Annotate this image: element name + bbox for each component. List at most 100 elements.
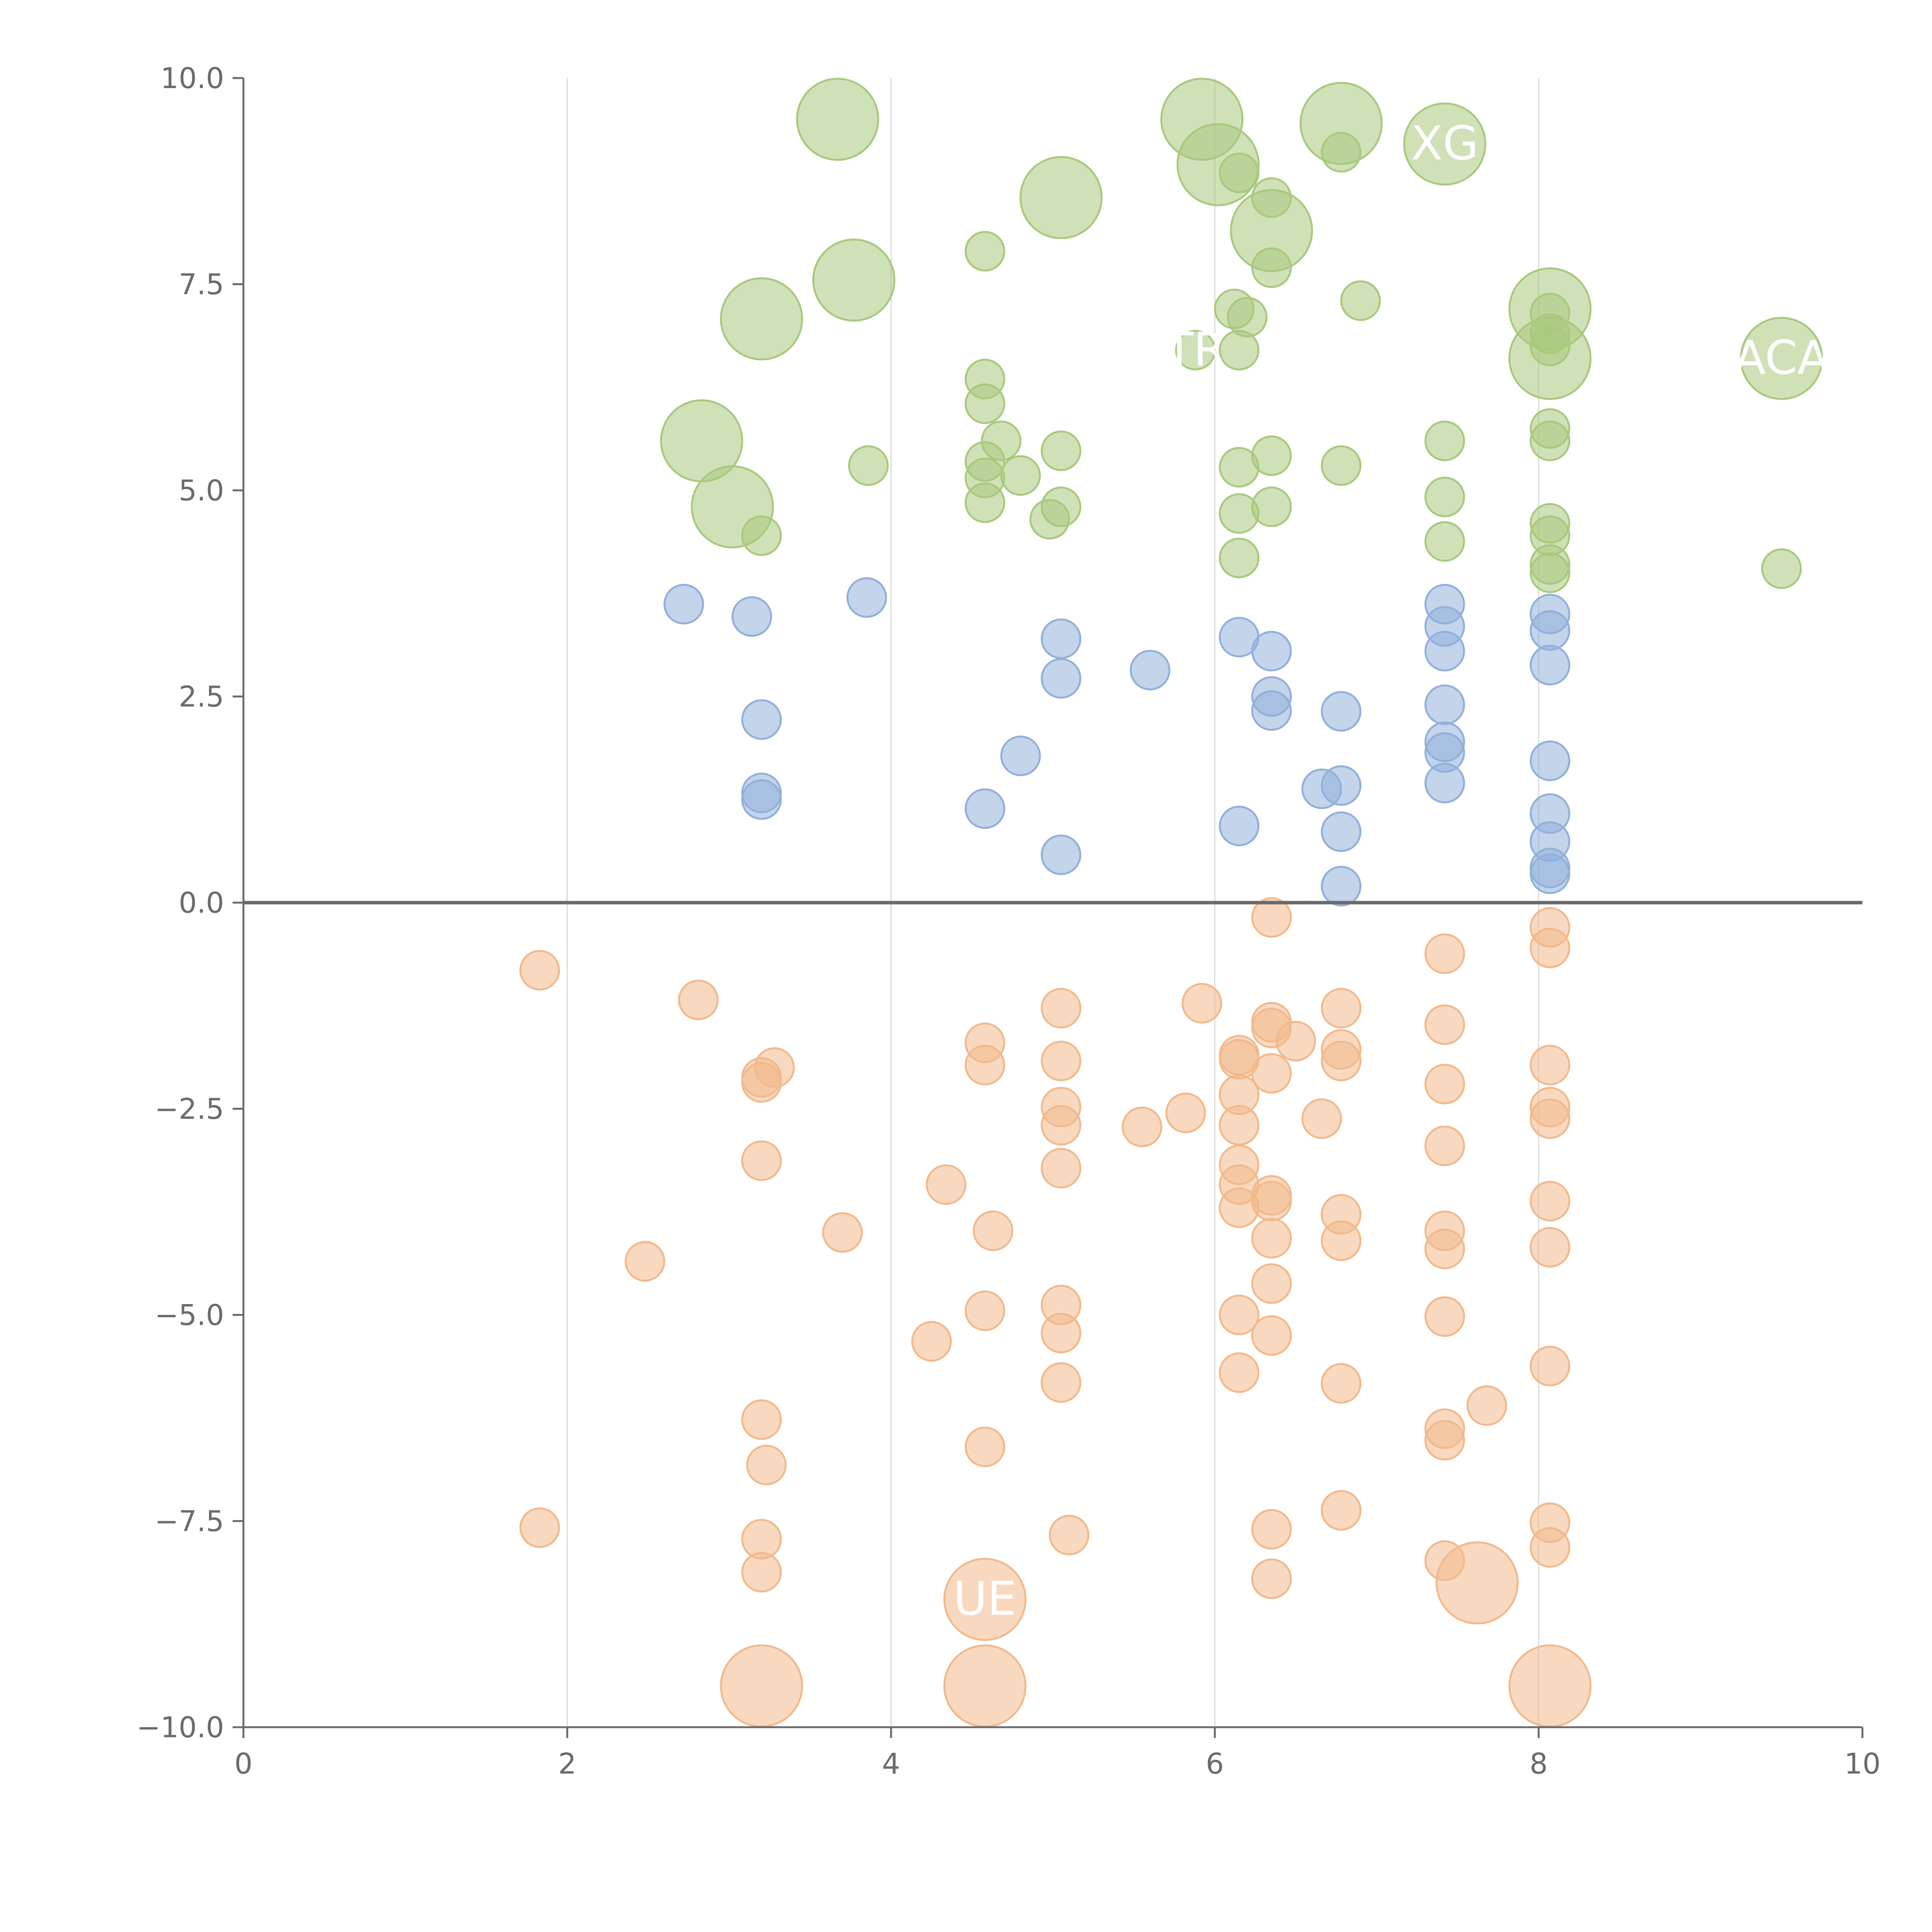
bubble-point: [1761, 548, 1802, 589]
bubble-point: [1340, 280, 1381, 321]
bubble-point: [1529, 610, 1570, 651]
bubble-point: [1321, 1041, 1362, 1082]
bubble-point: [1529, 927, 1570, 968]
bubble-point: [1041, 618, 1082, 659]
axes: 0 2 4 6 8 10 −10.0 −7.5 −5.0 −2.5 0.0 2.5 5.0 7.5 10.0: [136, 62, 1881, 1781]
bubble-point: [741, 1399, 782, 1440]
bubble-point: [1251, 1218, 1292, 1259]
bubble-point: [943, 1644, 1027, 1728]
bubble-point: [1219, 1187, 1260, 1228]
bubble-point: [1424, 521, 1465, 562]
bubble-point: [1529, 1044, 1570, 1085]
bubble-point: [846, 577, 887, 618]
bubble-point: [1251, 1558, 1292, 1599]
bubble-point: [1251, 690, 1292, 731]
bubble-point: [1321, 1220, 1362, 1261]
bubble-point: [1740, 317, 1823, 400]
bubble-label: XG: [1411, 117, 1478, 171]
bubble-point: [1321, 1363, 1362, 1404]
y-tick-label: −2.5: [155, 1093, 224, 1126]
bubble-point: [1219, 152, 1260, 193]
y-tick-label: 2.5: [179, 680, 224, 714]
y-tick-label: 5.0: [179, 474, 224, 507]
bubble-point: [741, 1062, 782, 1103]
bubble-point: [1276, 1021, 1316, 1062]
bubble-point: [1466, 1385, 1507, 1426]
bubble-point: [731, 596, 772, 637]
bubble-point: [973, 1210, 1014, 1251]
bubble-point: [1424, 763, 1465, 804]
bubble-point: [1435, 1541, 1519, 1625]
bubble-labels: XG TR ACA UE: [953, 117, 1829, 1626]
bubble-point: [925, 1164, 966, 1205]
bubble-point: [1049, 1515, 1090, 1556]
bubble-point: [1165, 1092, 1206, 1133]
bubble-point: [911, 1321, 952, 1362]
bubble-point: [943, 1558, 1027, 1641]
bubble-point: [1508, 1644, 1592, 1728]
bubble-point: [1508, 317, 1592, 400]
bubble-label: UE: [953, 1572, 1017, 1626]
bubble-point: [1251, 631, 1292, 672]
bubble-point: [964, 482, 1005, 523]
bubble-point: [1321, 866, 1362, 906]
bubble-point: [1219, 330, 1260, 371]
bubble-point: [1041, 1313, 1082, 1354]
bubble-point: [1041, 1105, 1082, 1146]
bubble-point: [1529, 1098, 1570, 1139]
x-tick-label: 2: [558, 1747, 576, 1781]
bubble-point: [1251, 1509, 1292, 1550]
bubble-point: [1219, 493, 1260, 534]
bubble-point: [1041, 1148, 1082, 1189]
bubble-point: [1041, 430, 1082, 471]
bubble-point: [1424, 631, 1465, 672]
bubble-point: [741, 515, 782, 556]
bubble-point: [1041, 834, 1082, 875]
y-tick-label: −10.0: [136, 1711, 224, 1744]
bubble-point: [1424, 1063, 1465, 1104]
bubble-point: [663, 583, 704, 624]
bubble-point: [1301, 769, 1342, 810]
bubble-point: [812, 238, 896, 322]
x-tick-label: 6: [1206, 1747, 1224, 1781]
bubble-point: [964, 1044, 1005, 1085]
bubble-point: [1000, 455, 1041, 496]
bubble-point: [964, 383, 1005, 424]
bubble-point: [796, 78, 879, 161]
y-tick-label: −7.5: [155, 1505, 224, 1538]
bubble-point: [1529, 1227, 1570, 1268]
bubble-point: [1424, 1228, 1465, 1269]
bubble-point: [1321, 1490, 1362, 1531]
bubble-point: [1219, 806, 1260, 847]
bubble-point: [1529, 420, 1570, 461]
bubble-point: [1041, 988, 1082, 1029]
bubble-point: [1251, 897, 1292, 938]
bubble-point: [1219, 1352, 1260, 1393]
bubble-point: [1529, 853, 1570, 894]
y-tick-label: −5.0: [155, 1299, 224, 1332]
bubble-layer: [519, 78, 1823, 1728]
bubble-point: [1321, 445, 1362, 486]
bubble-point: [1019, 156, 1103, 239]
bubble-point: [964, 788, 1005, 829]
bubble-point: [1321, 988, 1362, 1029]
bubble-point: [1424, 1126, 1465, 1167]
bubble-point: [1529, 552, 1570, 593]
bubble-point: [1529, 1345, 1570, 1386]
bubble-point: [720, 277, 803, 361]
bubble-point: [519, 950, 560, 991]
bubble-point: [741, 699, 782, 740]
y-tick-label: 0.0: [179, 886, 224, 920]
bubble-point: [1529, 740, 1570, 781]
bubble-point: [1424, 684, 1465, 725]
bubble-point: [1529, 645, 1570, 685]
bubble-point: [1321, 132, 1362, 173]
bubble-point: [1029, 499, 1070, 540]
bubble-point: [1424, 933, 1465, 974]
bubble-point: [964, 1426, 1005, 1467]
bubble-point: [1041, 1362, 1082, 1403]
bubble-point: [1529, 1527, 1570, 1568]
bubble-point: [624, 1241, 665, 1282]
bubble-point: [519, 1507, 560, 1548]
